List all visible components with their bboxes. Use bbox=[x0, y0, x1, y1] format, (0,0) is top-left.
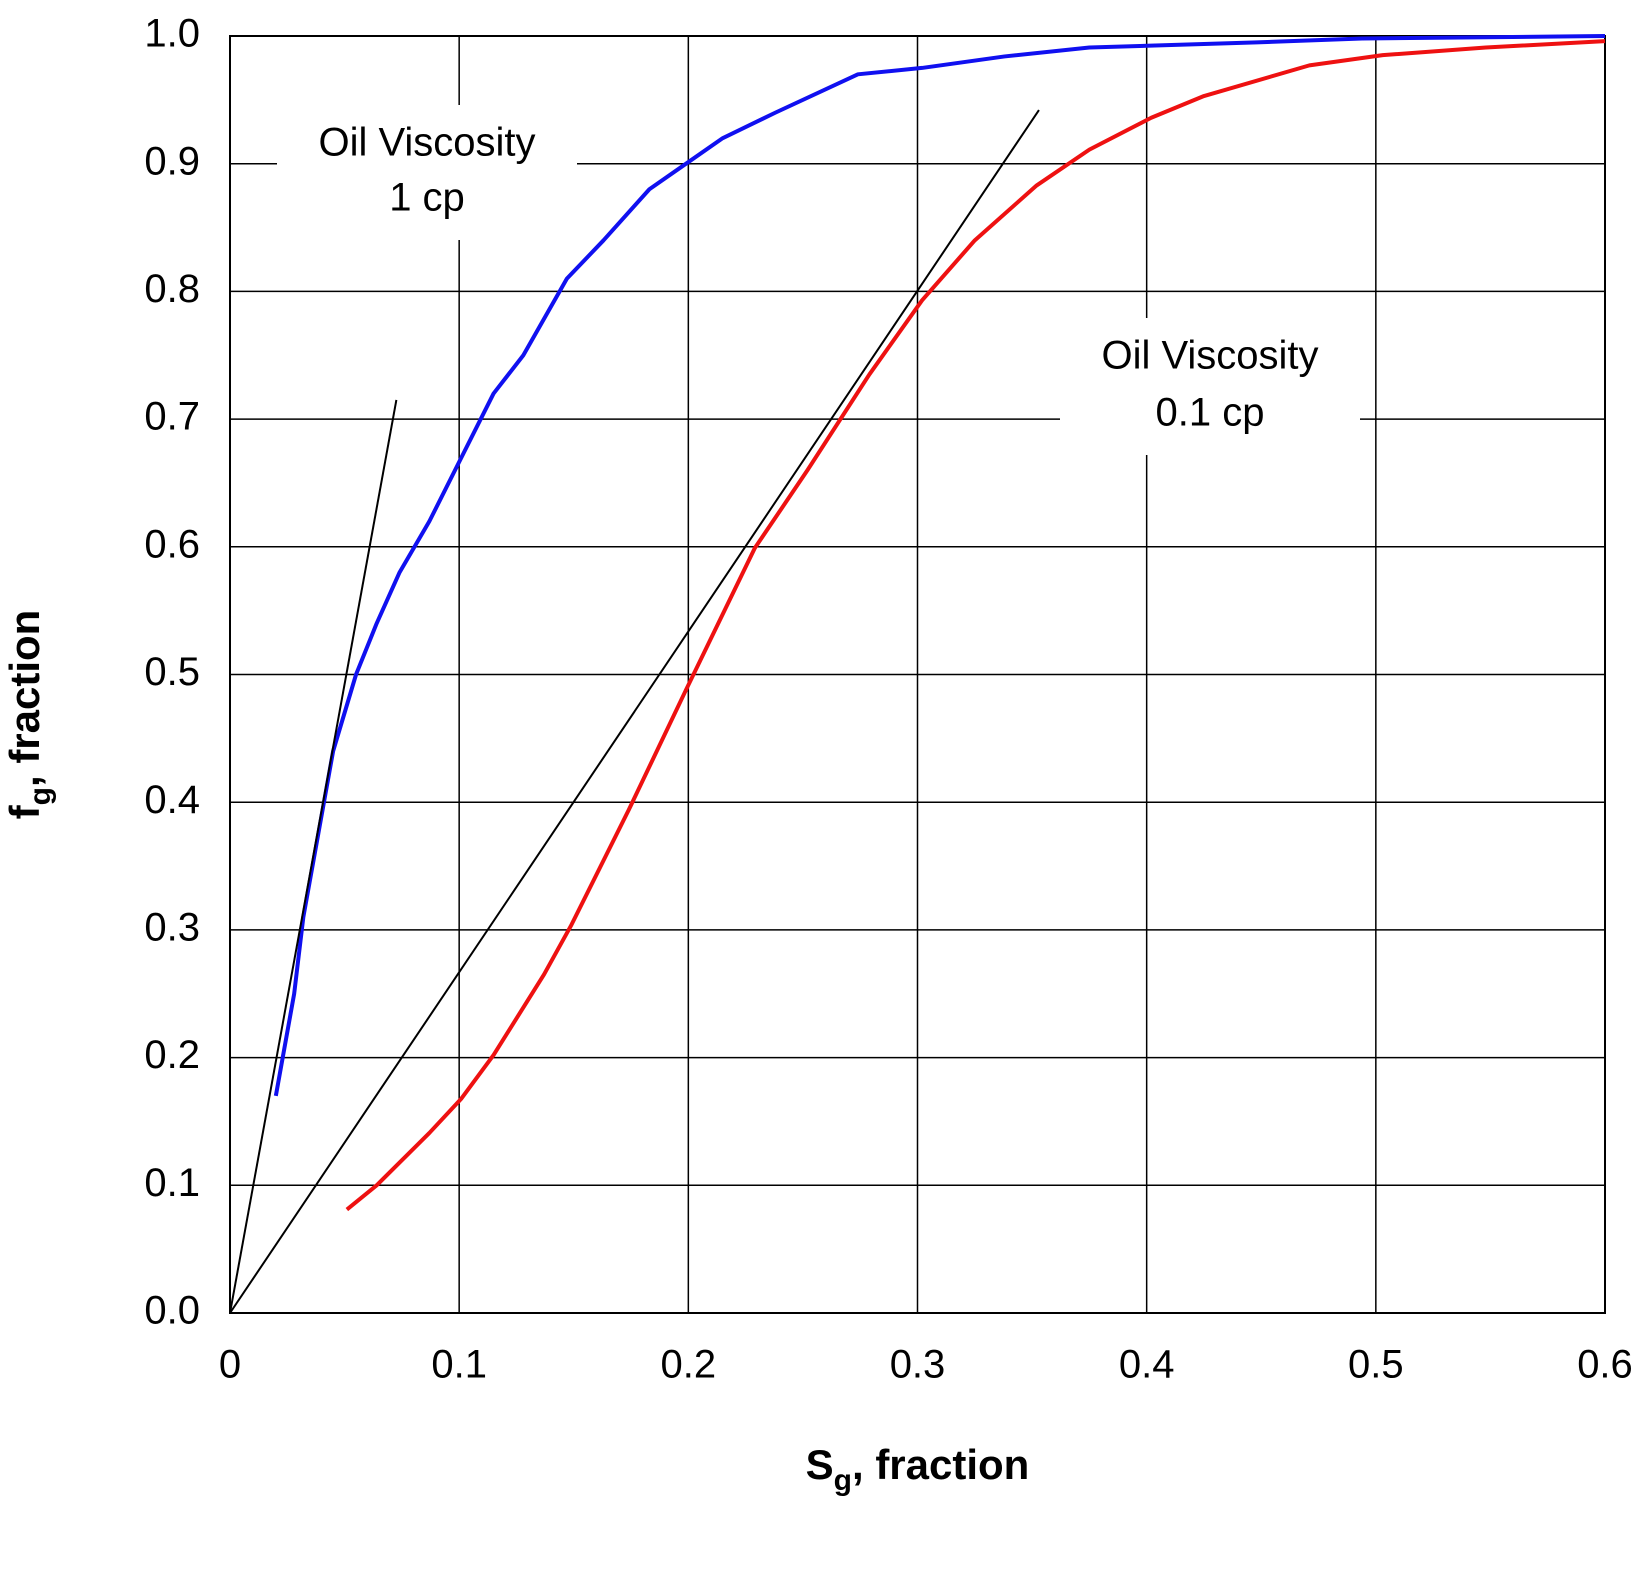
y-tick-label: 0.1 bbox=[144, 1161, 200, 1205]
y-tick-label: 0.9 bbox=[144, 139, 200, 183]
series-line bbox=[345, 39, 1606, 1212]
label-subscript: g bbox=[834, 1464, 852, 1497]
annotation: 0.1 cp bbox=[1156, 391, 1265, 435]
x-tick-label: 0.2 bbox=[661, 1343, 717, 1387]
x-tick-label: 0 bbox=[219, 1343, 241, 1387]
series-line bbox=[229, 399, 398, 1314]
annotation: Oil Viscosity bbox=[1101, 334, 1318, 378]
annotation-background bbox=[277, 105, 577, 240]
y-tick-label: 0.0 bbox=[144, 1289, 200, 1333]
label-part: S bbox=[806, 1441, 834, 1488]
label-part: , fraction bbox=[1, 610, 48, 787]
label-subscript: g bbox=[24, 787, 57, 805]
y-axis-label: fg, fraction bbox=[1, 610, 57, 820]
y-tick-label: 0.6 bbox=[144, 522, 200, 566]
x-tick-label: 0.4 bbox=[1119, 1343, 1175, 1387]
y-tick-label: 0.4 bbox=[144, 778, 200, 822]
y-tick-label: 0.8 bbox=[144, 267, 200, 311]
x-tick-label: 0.6 bbox=[1577, 1343, 1633, 1387]
y-tick-label: 0.3 bbox=[144, 905, 200, 949]
annotation: Oil Viscosity bbox=[318, 121, 535, 165]
annotation-background bbox=[1060, 318, 1360, 455]
y-tick-label: 0.2 bbox=[144, 1033, 200, 1077]
x-tick-label: 0.5 bbox=[1348, 1343, 1404, 1387]
label-part: f bbox=[1, 804, 48, 819]
x-tick-label: 0.3 bbox=[890, 1343, 946, 1387]
x-tick-label: 0.1 bbox=[431, 1343, 487, 1387]
plot-border bbox=[229, 35, 1606, 1314]
label-part: , fraction bbox=[852, 1441, 1029, 1488]
y-tick-label: 1.0 bbox=[144, 12, 200, 56]
y-tick-label: 0.7 bbox=[144, 395, 200, 439]
series-line bbox=[229, 109, 1040, 1314]
annotation: 1 cp bbox=[389, 176, 465, 220]
x-axis-label: Sg, fraction bbox=[806, 1441, 1030, 1497]
y-tick-label: 0.5 bbox=[144, 650, 200, 694]
